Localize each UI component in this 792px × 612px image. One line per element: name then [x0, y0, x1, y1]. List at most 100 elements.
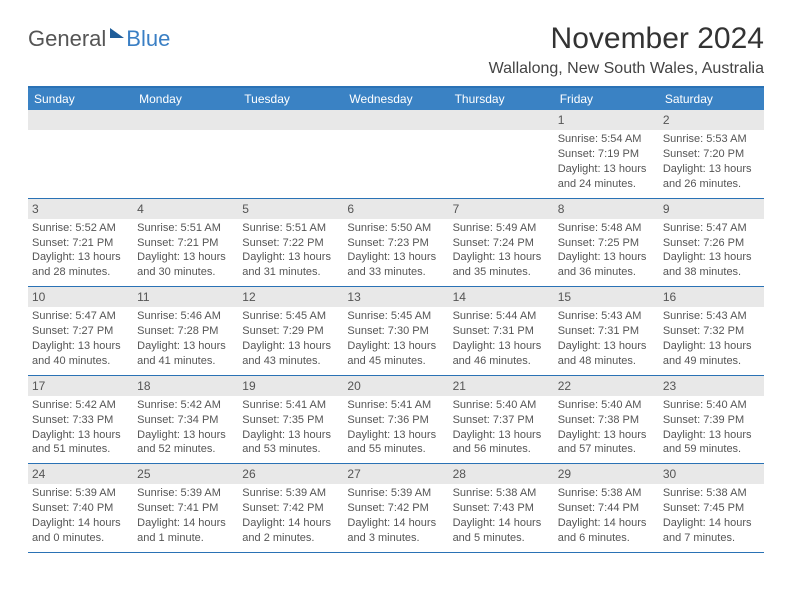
sunset-line: Sunset: 7:22 PM	[242, 236, 339, 251]
sunset-line: Sunset: 7:30 PM	[347, 324, 444, 339]
sunset-line: Sunset: 7:43 PM	[453, 501, 550, 516]
day-number: 23	[659, 376, 764, 396]
day-number: 20	[343, 376, 448, 396]
daylight-line: Daylight: 13 hours and 59 minutes.	[663, 428, 760, 458]
sunset-line: Sunset: 7:29 PM	[242, 324, 339, 339]
brand-text-2: Blue	[126, 26, 170, 52]
day-number: 8	[554, 199, 659, 219]
daylight-line: Daylight: 13 hours and 38 minutes.	[663, 250, 760, 280]
sunrise-line: Sunrise: 5:47 AM	[663, 221, 760, 236]
day-number	[343, 110, 448, 130]
daylight-line: Daylight: 13 hours and 40 minutes.	[32, 339, 129, 369]
day-number: 22	[554, 376, 659, 396]
sunrise-line: Sunrise: 5:44 AM	[453, 309, 550, 324]
day-number: 14	[449, 287, 554, 307]
daylight-line: Daylight: 13 hours and 55 minutes.	[347, 428, 444, 458]
sunset-line: Sunset: 7:31 PM	[453, 324, 550, 339]
daylight-line: Daylight: 13 hours and 30 minutes.	[137, 250, 234, 280]
calendar-cell	[133, 110, 238, 198]
sunrise-line: Sunrise: 5:39 AM	[137, 486, 234, 501]
day-number: 10	[28, 287, 133, 307]
calendar-cell: 8Sunrise: 5:48 AMSunset: 7:25 PMDaylight…	[554, 198, 659, 287]
brand-text-1: General	[28, 26, 106, 52]
calendar-cell: 13Sunrise: 5:45 AMSunset: 7:30 PMDayligh…	[343, 287, 448, 376]
daylight-line: Daylight: 13 hours and 49 minutes.	[663, 339, 760, 369]
calendar-grid: SundayMondayTuesdayWednesdayThursdayFrid…	[28, 86, 764, 553]
calendar-cell: 17Sunrise: 5:42 AMSunset: 7:33 PMDayligh…	[28, 375, 133, 464]
sunset-line: Sunset: 7:23 PM	[347, 236, 444, 251]
sunset-line: Sunset: 7:41 PM	[137, 501, 234, 516]
calendar-cell: 25 Sunrise: 5:39 AMSunset: 7:41 PMDayligh…	[133, 464, 238, 553]
calendar-row: 3Sunrise: 5:52 AMSunset: 7:21 PMDaylight…	[28, 198, 764, 287]
day-number: 13	[343, 287, 448, 307]
day-number: 1	[554, 110, 659, 130]
sunset-line: Sunset: 7:39 PM	[663, 413, 760, 428]
sunset-line: Sunset: 7:36 PM	[347, 413, 444, 428]
sunset-line: Sunset: 7:32 PM	[663, 324, 760, 339]
calendar-row: 17Sunrise: 5:42 AMSunset: 7:33 PMDayligh…	[28, 375, 764, 464]
sunrise-line: Sunrise: 5:45 AM	[347, 309, 444, 324]
daylight-line: Daylight: 14 hours and 5 minutes.	[453, 516, 550, 546]
calendar-cell: 20Sunrise: 5:41 AMSunset: 7:36 PMDayligh…	[343, 375, 448, 464]
calendar-cell: 19Sunrise: 5:41 AMSunset: 7:35 PMDayligh…	[238, 375, 343, 464]
location: Wallalong, New South Wales, Australia	[489, 60, 764, 78]
day-number: 16	[659, 287, 764, 307]
day-number: 5	[238, 199, 343, 219]
day-number	[449, 110, 554, 130]
weekday-header: Wednesday	[343, 87, 448, 110]
daylight-line: Daylight: 13 hours and 28 minutes.	[32, 250, 129, 280]
day-number: 21	[449, 376, 554, 396]
sunset-line: Sunset: 7:37 PM	[453, 413, 550, 428]
daylight-line: Daylight: 13 hours and 33 minutes.	[347, 250, 444, 280]
sunset-line: Sunset: 7:20 PM	[663, 147, 760, 162]
calendar-cell: 12 Sunrise: 5:45 AMSunset: 7:29 PMDayligh…	[238, 287, 343, 376]
day-number: 4	[133, 199, 238, 219]
day-number: 9	[659, 199, 764, 219]
calendar-row: 10Sunrise: 5:47 AMSunset: 7:27 PMDayligh…	[28, 287, 764, 376]
daylight-line: Daylight: 14 hours and 1 minute.	[137, 516, 234, 546]
sunrise-line: Sunrise: 5:43 AM	[663, 309, 760, 324]
sunrise-line: Sunrise: 5:46 AM	[137, 309, 234, 324]
day-number: 19	[238, 376, 343, 396]
calendar-cell	[238, 110, 343, 198]
day-number: 26	[238, 464, 343, 484]
header: General Blue November 2024 Wallalong, Ne…	[28, 22, 764, 78]
weekday-header: Monday	[133, 87, 238, 110]
day-number: 12	[238, 287, 343, 307]
daylight-line: Daylight: 13 hours and 46 minutes.	[453, 339, 550, 369]
day-number: 7	[449, 199, 554, 219]
sunrise-line: Sunrise: 5:54 AM	[558, 132, 655, 147]
calendar-row: 24Sunrise: 5:39 AMSunset: 7:40 PMDayligh…	[28, 464, 764, 553]
sunrise-line: Sunrise: 5:39 AM	[242, 486, 339, 501]
daylight-line: Daylight: 13 hours and 52 minutes.	[137, 428, 234, 458]
sunset-line: Sunset: 7:26 PM	[663, 236, 760, 251]
sunset-line: Sunset: 7:35 PM	[242, 413, 339, 428]
daylight-line: Daylight: 14 hours and 7 minutes.	[663, 516, 760, 546]
sunrise-line: Sunrise: 5:42 AM	[137, 398, 234, 413]
sunset-line: Sunset: 7:19 PM	[558, 147, 655, 162]
sunset-line: Sunset: 7:38 PM	[558, 413, 655, 428]
day-number: 30	[659, 464, 764, 484]
daylight-line: Daylight: 13 hours and 36 minutes.	[558, 250, 655, 280]
calendar-cell: 24Sunrise: 5:39 AMSunset: 7:40 PMDayligh…	[28, 464, 133, 553]
weekday-header: Sunday	[28, 87, 133, 110]
calendar-cell	[28, 110, 133, 198]
daylight-line: Daylight: 13 hours and 48 minutes.	[558, 339, 655, 369]
calendar-cell: 6Sunrise: 5:50 AMSunset: 7:23 PMDaylight…	[343, 198, 448, 287]
sunset-line: Sunset: 7:31 PM	[558, 324, 655, 339]
sunrise-line: Sunrise: 5:45 AM	[242, 309, 339, 324]
day-number: 11	[133, 287, 238, 307]
calendar-cell: 9 Sunrise: 5:47 AMSunset: 7:26 PMDaylight…	[659, 198, 764, 287]
daylight-line: Daylight: 13 hours and 43 minutes.	[242, 339, 339, 369]
calendar-cell: 27Sunrise: 5:39 AMSunset: 7:42 PMDayligh…	[343, 464, 448, 553]
calendar-cell: 15Sunrise: 5:43 AMSunset: 7:31 PMDayligh…	[554, 287, 659, 376]
sunset-line: Sunset: 7:24 PM	[453, 236, 550, 251]
sunrise-line: Sunrise: 5:38 AM	[558, 486, 655, 501]
calendar-cell: 4Sunrise: 5:51 AMSunset: 7:21 PMDaylight…	[133, 198, 238, 287]
sunrise-line: Sunrise: 5:39 AM	[347, 486, 444, 501]
sunrise-line: Sunrise: 5:50 AM	[347, 221, 444, 236]
calendar-cell	[449, 110, 554, 198]
day-number: 25	[133, 464, 238, 484]
day-number: 28	[449, 464, 554, 484]
calendar-cell: 23Sunrise: 5:40 AMSunset: 7:39 PMDayligh…	[659, 375, 764, 464]
